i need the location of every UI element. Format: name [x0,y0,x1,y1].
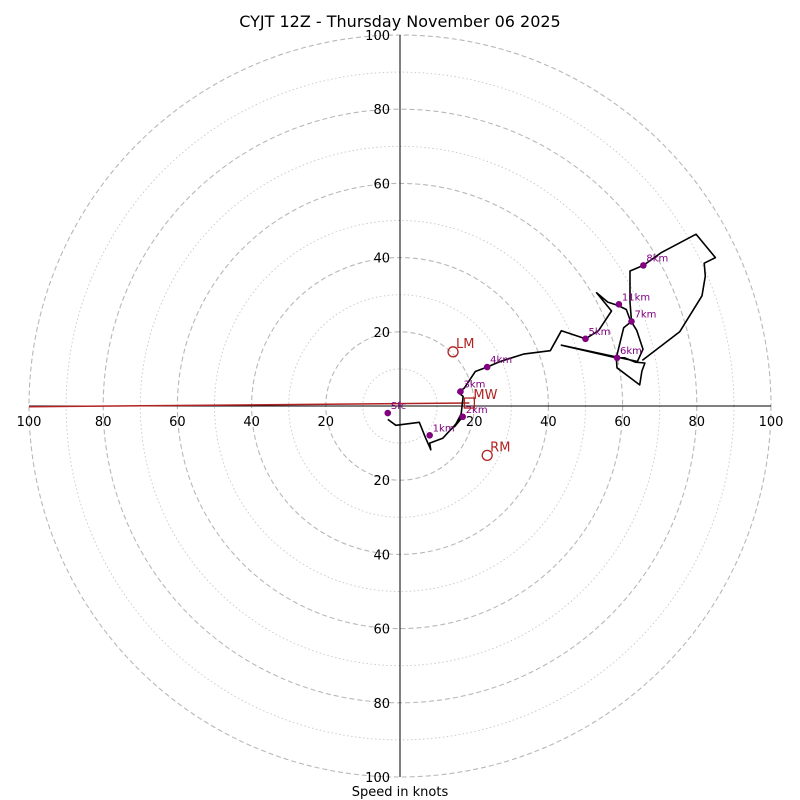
y-tick-label: 80 [373,697,390,712]
mean-wind-label: MW [473,388,497,403]
height-marker-label: 11km [622,292,650,303]
height-marker-label: 8km [646,253,668,264]
height-marker-dot [457,388,464,395]
chart-title: CYJT 12Z - Thursday November 06 2025 [239,12,560,31]
storm-motion-label: RM [490,440,510,455]
y-tick-label: 20 [373,326,390,341]
hodograph-trace-group [387,233,717,451]
y-tick-label: 100 [365,771,390,786]
y-tick-label: 40 [373,252,390,267]
height-marker-dot [640,262,647,269]
height-marker-label: 3km [463,380,485,391]
x-tick-label: 40 [540,415,557,430]
y-tick-label: 100 [365,29,390,44]
x-tick-label: 20 [466,415,483,430]
y-tick-label: 40 [373,548,390,563]
height-marker-label: 5km [589,327,611,338]
x-tick-label: 60 [169,415,186,430]
x-tick-label: 40 [243,415,260,430]
x-tick-label: 80 [689,415,706,430]
x-tick-label: 100 [759,415,784,430]
height-marker-label: 7km [635,309,657,320]
x-tick-label: 80 [95,415,112,430]
x-axis-label: Speed in knots [352,785,449,800]
height-marker-dot [459,413,466,421]
height-marker-label: 2km [466,405,488,416]
shear-vector-line [28,402,470,408]
x-tick-label: 100 [17,415,42,430]
storm-motion-marker [481,449,493,461]
y-tick-label: 20 [373,474,390,489]
hodograph-line [387,233,717,451]
y-tick-label: 80 [373,103,390,118]
height-marker-dot [582,335,589,343]
storm-motion-marker [447,346,459,358]
storm-motion-group: LM RM MW [447,337,510,461]
mean-wind-marker [463,397,476,409]
height-marker-dot [628,318,635,325]
height-marker-label: 6km [620,346,642,357]
storm-motion-label: LM [456,337,474,352]
y-tick-label: 60 [373,177,390,192]
height-marker-dot [613,354,621,362]
height-marker-label: Sfc [391,401,406,412]
height-marker-dot [615,301,623,308]
shear-vector-group [28,402,470,408]
height-marker-label: 4km [490,355,512,366]
x-tick-label: 60 [614,415,631,430]
height-markers-group: Sfc 1km 2km 3km 4km 5km 6km 7km 8km 11km [384,253,668,439]
height-marker-label: 1km [433,423,455,434]
height-marker-dot [483,363,491,371]
height-marker-dot [426,432,433,439]
axis-tick-labels: 20 20 20 20 40 40 40 40 60 60 60 60 80 80 80 80 100 100 10… [17,29,784,786]
height-marker-dot [384,409,392,417]
x-tick-label: 20 [318,415,335,430]
y-tick-label: 60 [373,623,390,638]
